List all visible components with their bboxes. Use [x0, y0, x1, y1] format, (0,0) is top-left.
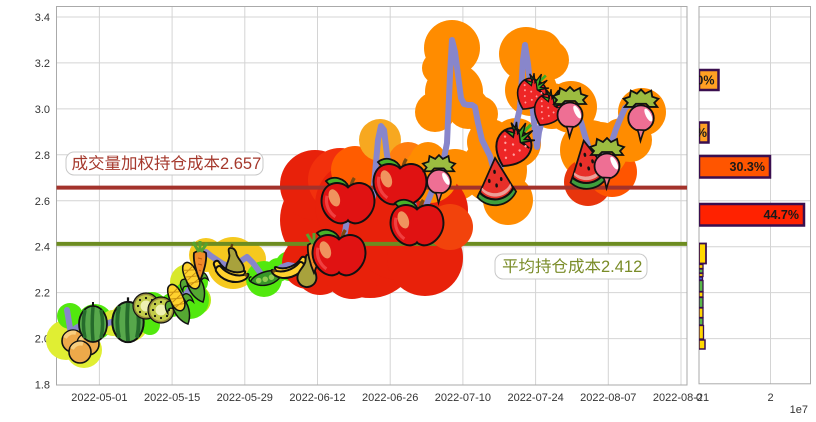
svg-text:0: 0	[696, 392, 702, 404]
svg-text:2022-06-26: 2022-06-26	[362, 392, 418, 404]
svg-text:2022-05-29: 2022-05-29	[217, 392, 273, 404]
svg-text:30.3%: 30.3%	[730, 160, 765, 174]
svg-text:2022-08-07: 2022-08-07	[580, 392, 636, 404]
svg-text:8.0%: 8.0%	[686, 74, 715, 88]
svg-text:3.2: 3.2	[35, 58, 50, 70]
svg-text:1e7: 1e7	[790, 404, 808, 416]
svg-text:2022-05-01: 2022-05-01	[71, 392, 127, 404]
svg-text:2022-06-12: 2022-06-12	[289, 392, 345, 404]
svg-text:2.4: 2.4	[35, 242, 50, 254]
svg-text:2: 2	[767, 392, 773, 404]
svg-text:2022-07-10: 2022-07-10	[435, 392, 491, 404]
svg-text:2.657: 2.657	[220, 155, 261, 173]
svg-text:2022-07-24: 2022-07-24	[507, 392, 563, 404]
svg-text:44.7%: 44.7%	[764, 208, 799, 222]
svg-text:2022-05-15: 2022-05-15	[144, 392, 200, 404]
svg-text:3.4: 3.4	[35, 12, 50, 24]
svg-text:2.2: 2.2	[35, 288, 50, 300]
svg-text:2.8: 2.8	[35, 150, 50, 162]
svg-text:1.8: 1.8	[35, 380, 50, 392]
svg-text:2.6: 2.6	[35, 196, 50, 208]
svg-text:2.412: 2.412	[601, 258, 642, 276]
svg-text:3.0: 3.0	[35, 104, 50, 116]
svg-text:2022-08-21: 2022-08-21	[653, 392, 709, 404]
svg-text:3.9%: 3.9%	[679, 126, 708, 140]
